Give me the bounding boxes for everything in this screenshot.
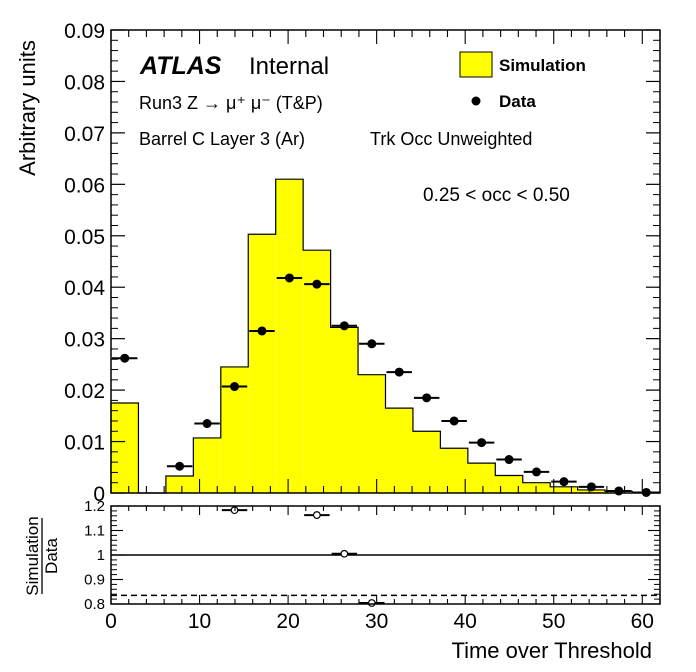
simulation-bin [412, 431, 441, 493]
y-tick-label: 0.06 [64, 174, 105, 197]
main-plot-frame [110, 29, 661, 494]
ratio-point [312, 511, 321, 519]
data-points [112, 273, 659, 497]
simulation-bin [440, 448, 468, 493]
legend-data-label: Data [499, 92, 536, 111]
ratio-y-tick-label: 0.9 [84, 572, 105, 589]
selection-label: Run3 Z → μ⁺ μ⁻ (T&P) [139, 93, 323, 113]
simulation-bin [248, 234, 276, 494]
y-tick-label: 0.01 [64, 432, 105, 455]
simulation-bin [165, 476, 194, 493]
x-tick-label: 30 [365, 610, 388, 633]
x-tick-label: 50 [542, 610, 565, 633]
data-point [367, 339, 377, 349]
ratio-ylabel-numerator: Simulation [23, 516, 42, 595]
y-axis-label: Arbitrary units [15, 40, 40, 176]
y-tick-label: 0.04 [64, 277, 105, 300]
internal-label: Internal [249, 53, 329, 80]
legend-data-marker [471, 96, 481, 106]
legend: Simulation Data [459, 51, 586, 111]
simulation-bin [385, 408, 413, 493]
main-panel: 0 0.01 0.02 0.03 0.04 0.05 0.06 0.07 0.08 0.09 Ar… [15, 20, 661, 506]
weighting-label: Trk Occ Unweighted [370, 129, 532, 149]
simulation-bin [577, 489, 606, 493]
data-point [504, 455, 514, 465]
y-tick-label: 0.09 [64, 20, 105, 43]
simulation-histogram [110, 178, 661, 494]
simulation-bin [495, 475, 523, 493]
data-point [284, 273, 294, 283]
data-point [230, 382, 240, 392]
simulation-bin [550, 486, 578, 493]
data-point [614, 486, 624, 496]
legend-simulation-swatch [459, 51, 493, 78]
x-tick-label: 40 [454, 610, 477, 633]
data-point [449, 416, 459, 426]
data-point [394, 367, 404, 377]
data-point [477, 438, 487, 448]
ratio-y-axis-label: Simulation Data [23, 516, 61, 595]
simulation-bin [358, 374, 386, 493]
simulation-outline [110, 178, 661, 494]
data-point [257, 326, 267, 336]
data-point [531, 467, 541, 477]
main-x-ticks [110, 30, 661, 493]
simulation-bin [330, 327, 359, 493]
y-tick-label: 0.03 [64, 329, 105, 352]
data-point [422, 393, 432, 403]
ratio-point [367, 599, 376, 607]
y-tick-label: 0.05 [64, 226, 105, 249]
data-point [586, 482, 596, 492]
ratio-y-tick-label: 1.1 [84, 523, 105, 540]
ratio-panel: 0.8 0.9 1 1.1 1.2 0 10 20 30 40 50 60 Simulation D… [23, 498, 661, 663]
main-y-ticks: 0 0.01 0.02 0.03 0.04 0.05 0.06 0.07 0.08 0.09 [64, 20, 660, 506]
data-point [202, 419, 212, 429]
simulation-bin [275, 179, 304, 493]
atlas-label: ATLAS [139, 52, 222, 80]
ratio-x-ticks: 0 10 20 30 40 50 60 [105, 506, 661, 633]
data-point [175, 461, 185, 471]
ratio-point [340, 549, 349, 558]
ratio-y-tick-label: 1 [97, 547, 105, 564]
data-point [120, 353, 130, 363]
region-label: Barrel C Layer 3 (Ar) [139, 129, 305, 149]
data-point [339, 321, 349, 331]
y-tick-label: 0 [93, 483, 105, 506]
simulation-bin [303, 250, 331, 493]
data-point [312, 279, 322, 289]
simulation-bin [111, 402, 139, 493]
x-tick-label: 20 [276, 610, 299, 633]
ratio-ylabel-denominator: Data [42, 538, 61, 574]
simulation-bin [467, 463, 496, 493]
ratio-y-tick-label: 0.8 [84, 596, 105, 613]
y-tick-label: 0.07 [64, 123, 105, 146]
legend-simulation-label: Simulation [499, 56, 586, 75]
y-tick-label: 0.02 [64, 380, 105, 403]
ratio-y-tick-label: 1.2 [84, 498, 105, 515]
simulation-bin [193, 437, 221, 493]
x-axis-label: Time over Threshold [451, 638, 652, 663]
x-tick-label: 0 [105, 610, 117, 633]
data-point [559, 477, 569, 487]
occupancy-range-label: 0.25 < occ < 0.50 [423, 185, 570, 206]
x-tick-label: 60 [631, 610, 654, 633]
ratio-y-ticks: 0.8 0.9 1 1.1 1.2 [84, 498, 660, 613]
x-tick-label: 10 [188, 610, 211, 633]
y-tick-label: 0.08 [64, 71, 105, 94]
